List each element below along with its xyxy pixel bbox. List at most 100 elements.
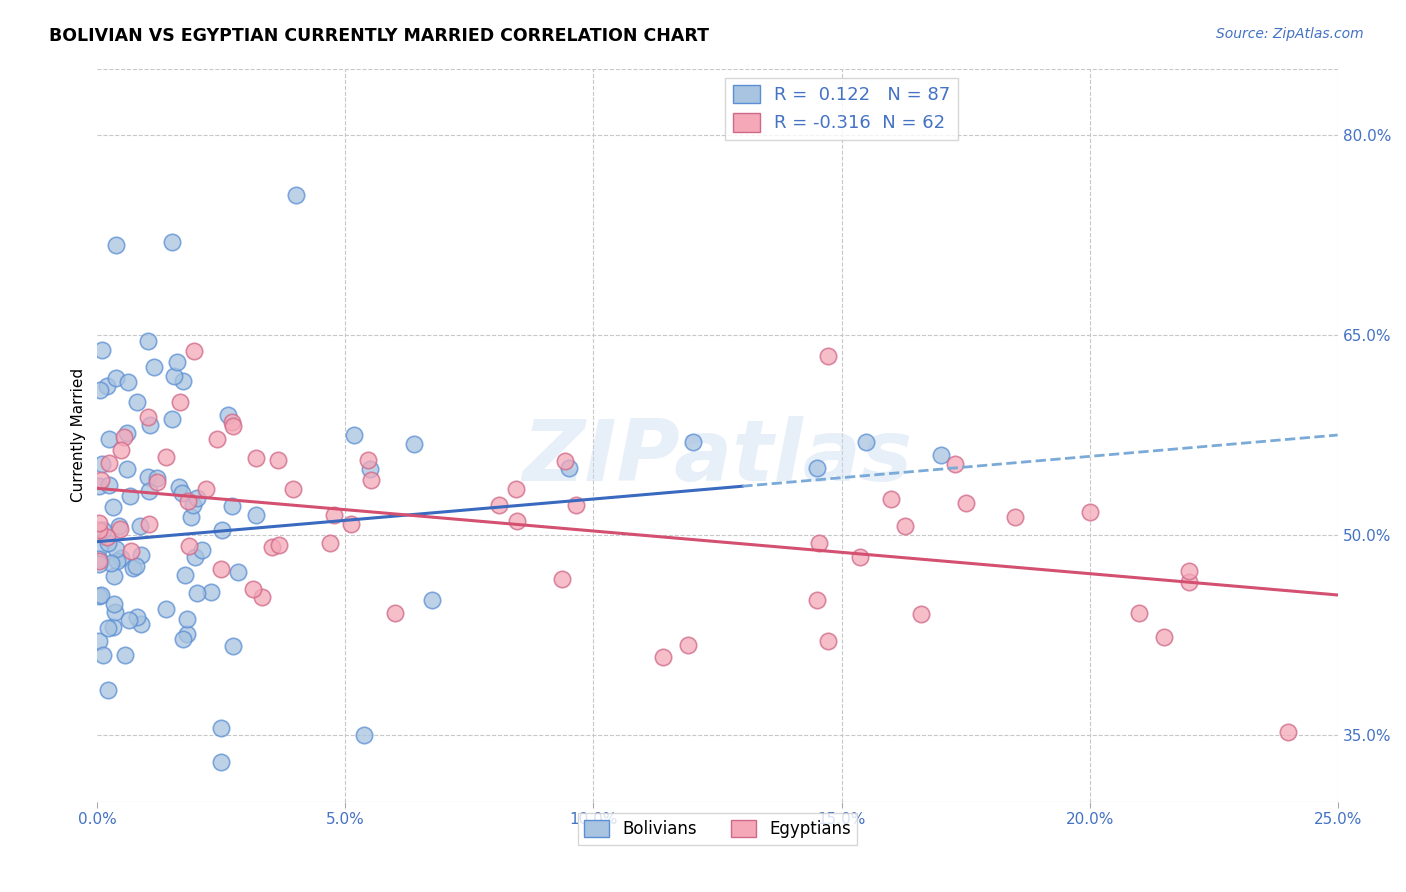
Point bbox=[112, 430, 135, 444]
Point bbox=[209, 721, 232, 735]
Point bbox=[138, 517, 160, 532]
Point bbox=[117, 462, 139, 476]
Point bbox=[1078, 505, 1101, 519]
Point bbox=[190, 543, 212, 558]
Point bbox=[353, 728, 375, 742]
Point bbox=[505, 483, 527, 497]
Point bbox=[125, 394, 148, 409]
Point bbox=[96, 379, 118, 393]
Point bbox=[87, 541, 110, 556]
Point bbox=[172, 632, 194, 647]
Point bbox=[110, 550, 132, 565]
Point bbox=[880, 492, 903, 507]
Point bbox=[817, 349, 839, 363]
Point bbox=[129, 548, 152, 562]
Point bbox=[855, 434, 877, 449]
Point bbox=[180, 510, 202, 524]
Point bbox=[110, 442, 132, 457]
Point bbox=[105, 553, 128, 567]
Point bbox=[117, 375, 139, 389]
Point bbox=[184, 550, 207, 565]
Point bbox=[807, 535, 830, 549]
Point bbox=[245, 450, 267, 465]
Point bbox=[91, 523, 114, 537]
Point bbox=[169, 480, 191, 494]
Text: BOLIVIAN VS EGYPTIAN CURRENTLY MARRIED CORRELATION CHART: BOLIVIAN VS EGYPTIAN CURRENTLY MARRIED C… bbox=[49, 27, 709, 45]
Point bbox=[87, 552, 110, 566]
Point bbox=[91, 648, 114, 662]
Point bbox=[1277, 724, 1299, 739]
Point bbox=[96, 536, 118, 550]
Point bbox=[177, 539, 200, 553]
Point bbox=[340, 516, 363, 531]
Point bbox=[194, 482, 217, 496]
Point bbox=[186, 491, 208, 505]
Point bbox=[90, 588, 112, 602]
Point bbox=[176, 612, 198, 626]
Legend: Bolivians, Egyptians: Bolivians, Egyptians bbox=[578, 813, 858, 845]
Point bbox=[103, 569, 125, 583]
Point bbox=[250, 591, 273, 605]
Point bbox=[105, 371, 128, 385]
Point bbox=[186, 586, 208, 600]
Point bbox=[87, 479, 110, 493]
Point bbox=[910, 607, 932, 621]
Point bbox=[120, 544, 142, 558]
Point bbox=[402, 437, 425, 451]
Point bbox=[160, 235, 183, 249]
Point bbox=[955, 496, 977, 510]
Point bbox=[222, 418, 245, 433]
Point bbox=[120, 489, 142, 503]
Point bbox=[1053, 828, 1076, 842]
Point bbox=[420, 593, 443, 607]
Point bbox=[166, 355, 188, 369]
Point bbox=[98, 432, 121, 446]
Point bbox=[129, 617, 152, 632]
Point bbox=[284, 188, 307, 202]
Point bbox=[101, 620, 124, 634]
Point bbox=[97, 682, 120, 697]
Point bbox=[104, 237, 127, 252]
Point bbox=[319, 536, 342, 550]
Point bbox=[242, 582, 264, 596]
Point bbox=[682, 434, 704, 449]
Point bbox=[806, 592, 828, 607]
Point bbox=[945, 457, 967, 471]
Point bbox=[676, 639, 699, 653]
Point bbox=[110, 522, 132, 536]
Point bbox=[100, 556, 122, 570]
Point bbox=[104, 605, 127, 619]
Point bbox=[384, 607, 406, 621]
Point bbox=[160, 412, 183, 426]
Point bbox=[114, 648, 136, 662]
Point bbox=[155, 450, 177, 464]
Point bbox=[211, 523, 233, 537]
Point bbox=[98, 477, 121, 491]
Point bbox=[652, 650, 675, 665]
Text: ZIPatlas: ZIPatlas bbox=[523, 416, 912, 499]
Point bbox=[163, 369, 186, 384]
Point bbox=[929, 448, 952, 462]
Point bbox=[89, 383, 111, 397]
Point bbox=[103, 597, 125, 611]
Point bbox=[87, 557, 110, 571]
Point bbox=[323, 508, 346, 523]
Point bbox=[176, 626, 198, 640]
Point bbox=[357, 452, 380, 467]
Point bbox=[174, 567, 197, 582]
Point bbox=[118, 613, 141, 627]
Point bbox=[343, 428, 366, 442]
Point bbox=[222, 639, 245, 653]
Point bbox=[209, 755, 232, 769]
Point bbox=[1178, 574, 1201, 589]
Point bbox=[894, 519, 917, 533]
Point bbox=[1128, 606, 1150, 620]
Point bbox=[806, 461, 828, 475]
Point bbox=[565, 498, 588, 512]
Point bbox=[87, 523, 110, 537]
Point bbox=[97, 621, 120, 635]
Point bbox=[226, 565, 249, 579]
Point bbox=[89, 554, 111, 568]
Point bbox=[209, 561, 232, 575]
Point bbox=[155, 602, 177, 616]
